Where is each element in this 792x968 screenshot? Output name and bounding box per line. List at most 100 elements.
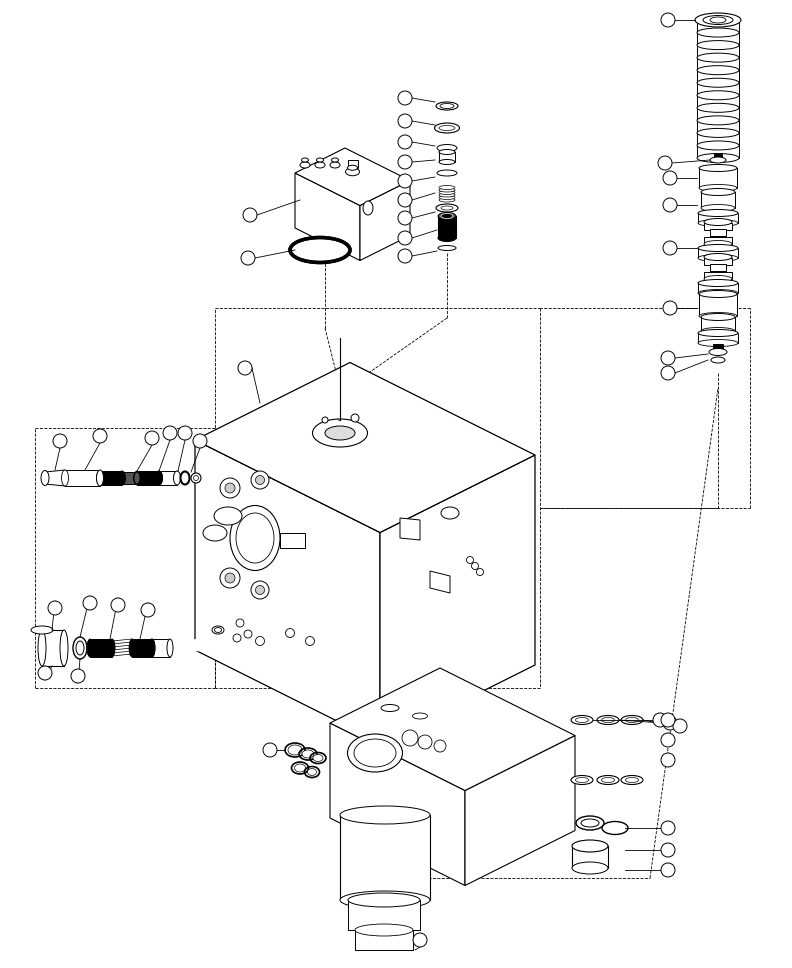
Circle shape — [663, 171, 677, 185]
Ellipse shape — [699, 185, 737, 192]
Circle shape — [661, 753, 675, 767]
Ellipse shape — [699, 165, 737, 171]
Ellipse shape — [572, 862, 608, 874]
Ellipse shape — [298, 243, 342, 257]
Ellipse shape — [602, 822, 628, 834]
Ellipse shape — [439, 196, 455, 199]
Bar — [340, 815, 430, 900]
Ellipse shape — [698, 209, 738, 217]
Bar — [704, 223, 732, 230]
Ellipse shape — [134, 471, 140, 485]
Circle shape — [38, 666, 52, 680]
Ellipse shape — [697, 116, 739, 125]
Ellipse shape — [155, 471, 162, 485]
Ellipse shape — [710, 17, 726, 23]
Circle shape — [83, 596, 97, 610]
Circle shape — [53, 434, 67, 448]
Ellipse shape — [295, 764, 306, 772]
Ellipse shape — [439, 126, 455, 131]
Ellipse shape — [435, 123, 459, 133]
Ellipse shape — [340, 806, 430, 824]
Ellipse shape — [348, 734, 402, 772]
Ellipse shape — [325, 426, 355, 440]
Bar — [90, 639, 112, 657]
Circle shape — [398, 193, 412, 207]
Bar — [65, 470, 100, 486]
Circle shape — [661, 351, 675, 365]
Ellipse shape — [302, 158, 309, 162]
Ellipse shape — [697, 41, 739, 49]
Ellipse shape — [597, 775, 619, 784]
Ellipse shape — [38, 630, 46, 666]
Ellipse shape — [436, 204, 458, 212]
Ellipse shape — [203, 525, 227, 541]
Ellipse shape — [290, 237, 350, 262]
Circle shape — [661, 863, 675, 877]
Circle shape — [233, 634, 241, 642]
Polygon shape — [330, 668, 575, 791]
Bar — [137, 471, 159, 485]
Bar — [698, 248, 738, 258]
Ellipse shape — [441, 507, 459, 519]
Bar — [701, 192, 735, 208]
Polygon shape — [360, 180, 410, 260]
Ellipse shape — [355, 924, 413, 936]
Ellipse shape — [413, 713, 428, 719]
Circle shape — [236, 619, 244, 627]
Bar — [704, 258, 732, 265]
Circle shape — [145, 431, 159, 445]
Ellipse shape — [134, 472, 140, 484]
Circle shape — [256, 586, 265, 594]
Polygon shape — [280, 533, 305, 548]
Bar — [572, 846, 608, 868]
Bar — [704, 237, 732, 244]
Ellipse shape — [698, 255, 738, 261]
Ellipse shape — [439, 191, 455, 195]
Circle shape — [225, 483, 235, 493]
Ellipse shape — [332, 158, 338, 162]
Circle shape — [322, 417, 328, 423]
Circle shape — [398, 174, 412, 188]
Circle shape — [251, 581, 269, 599]
Ellipse shape — [572, 840, 608, 852]
Bar — [348, 160, 357, 167]
Ellipse shape — [129, 639, 135, 657]
Circle shape — [663, 716, 677, 730]
Circle shape — [661, 366, 675, 380]
Ellipse shape — [87, 639, 93, 657]
Ellipse shape — [698, 280, 738, 287]
Ellipse shape — [363, 201, 373, 215]
Ellipse shape — [215, 627, 222, 632]
Ellipse shape — [313, 754, 323, 762]
Ellipse shape — [236, 513, 274, 563]
Ellipse shape — [348, 166, 357, 170]
Ellipse shape — [697, 53, 739, 62]
Ellipse shape — [695, 13, 741, 27]
Circle shape — [243, 208, 257, 222]
Circle shape — [663, 198, 677, 212]
Circle shape — [163, 426, 177, 440]
Circle shape — [220, 478, 240, 498]
Polygon shape — [465, 736, 575, 886]
Ellipse shape — [173, 471, 181, 485]
Ellipse shape — [597, 715, 619, 724]
Circle shape — [306, 637, 314, 646]
Polygon shape — [330, 723, 465, 886]
Bar — [355, 930, 413, 950]
Bar — [159, 471, 177, 485]
Circle shape — [466, 557, 474, 563]
Ellipse shape — [697, 141, 739, 150]
Ellipse shape — [381, 705, 399, 711]
Ellipse shape — [441, 214, 453, 219]
Bar — [704, 272, 732, 279]
Bar — [699, 168, 737, 188]
Bar — [698, 283, 738, 293]
Circle shape — [418, 735, 432, 749]
Ellipse shape — [214, 507, 242, 525]
Circle shape — [178, 426, 192, 440]
Ellipse shape — [699, 290, 737, 297]
Ellipse shape — [167, 639, 173, 657]
Ellipse shape — [340, 891, 430, 909]
Circle shape — [111, 598, 125, 612]
Polygon shape — [380, 455, 535, 742]
